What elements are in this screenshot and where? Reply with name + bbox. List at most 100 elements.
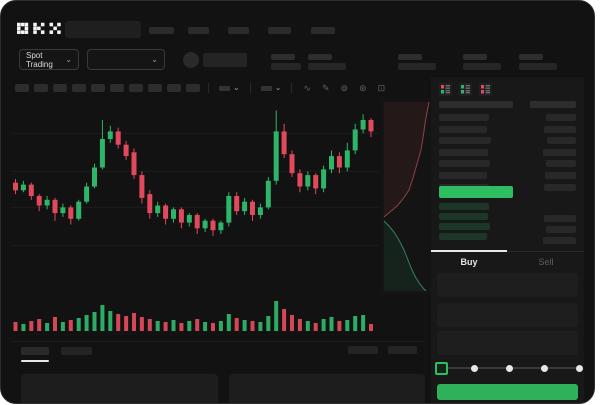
chart-type-dropdown[interactable]: ⌄ — [260, 83, 282, 92]
bid-amount-placeholder[interactable] — [544, 215, 576, 222]
bid-price-placeholder[interactable] — [439, 233, 487, 240]
volume-bars — [13, 301, 373, 331]
buy-tab-indicator — [431, 250, 507, 252]
dropdown-value-placeholder — [219, 85, 230, 91]
stat-group — [519, 54, 557, 70]
bottom-panel — [229, 374, 425, 403]
bottom-control-placeholder[interactable] — [348, 346, 378, 354]
orderbook-asks-icon — [481, 85, 490, 94]
ask-amount-placeholder[interactable] — [547, 137, 576, 145]
pair-selector-dropdown[interactable]: ⌄ — [87, 49, 165, 70]
ask-price-placeholder[interactable] — [439, 137, 491, 145]
nav-item-placeholder[interactable] — [149, 27, 174, 34]
toolbar-button-placeholder[interactable] — [186, 84, 200, 92]
stat-value-placeholder — [519, 63, 557, 70]
toolbar-button-placeholder[interactable] — [15, 84, 29, 92]
bottom-tab-indicator — [21, 360, 49, 362]
toolbar-button-placeholder[interactable] — [167, 84, 181, 92]
chevron-down-icon: ⌄ — [65, 54, 72, 64]
divider — [249, 83, 251, 93]
bid-price-placeholder[interactable] — [439, 213, 488, 220]
draw-tools-icon[interactable]: ✎ — [321, 82, 330, 93]
stat-group — [463, 54, 501, 70]
total-input[interactable] — [437, 331, 578, 355]
search-input[interactable] — [65, 21, 141, 38]
market-type-dropdown[interactable]: Spot Trading ⌄ — [19, 49, 79, 70]
bid-amount-placeholder[interactable] — [543, 237, 576, 244]
ask-amount-placeholder[interactable] — [546, 160, 576, 168]
interval-dropdown[interactable]: ⌄ — [219, 84, 240, 92]
ask-price-placeholder[interactable] — [439, 125, 487, 133]
stat-label-placeholder — [271, 54, 295, 60]
camera-icon[interactable]: ⊚ — [340, 82, 349, 93]
slider-handle-0[interactable] — [435, 362, 448, 375]
ask-amount-placeholder[interactable] — [546, 114, 576, 121]
price-input[interactable] — [437, 273, 578, 297]
ask-price-placeholder[interactable] — [439, 160, 490, 168]
dropdown-value-placeholder — [260, 85, 272, 91]
nav-item-placeholder[interactable] — [188, 27, 209, 34]
chart-toolbar: ⌄ ⌄ ∿ ✎ ⊚ ⊛ ⊡ — [15, 82, 388, 94]
settings-icon[interactable]: ⊛ — [359, 82, 367, 93]
tab-sell[interactable]: Sell — [538, 257, 554, 267]
divider — [431, 251, 584, 252]
ask-price-placeholder[interactable] — [439, 114, 489, 121]
orderbook-panel: Buy Sell — [431, 77, 584, 403]
toolbar-button-placeholder[interactable] — [91, 84, 105, 92]
bottom-tab[interactable] — [61, 347, 92, 355]
orderbook-bids-icon — [461, 85, 470, 94]
ask-price-placeholder[interactable] — [439, 148, 488, 156]
toolbar-button-placeholder[interactable] — [72, 84, 86, 92]
orderbook-combined-icon[interactable] — [439, 83, 452, 96]
orderbook-header-placeholder — [530, 101, 576, 108]
slider-handle-100[interactable] — [575, 365, 583, 372]
ask-amount-placeholder[interactable] — [545, 172, 576, 179]
slider-handle-75[interactable] — [540, 365, 548, 372]
ask-amount-placeholder[interactable] — [543, 148, 576, 156]
toolbar-button-placeholder[interactable] — [148, 84, 162, 92]
nav-item-placeholder[interactable] — [311, 27, 335, 34]
chevron-down-icon: ⌄ — [233, 83, 240, 92]
slider-handle-50[interactable] — [505, 365, 513, 372]
nav-item-placeholder[interactable] — [228, 27, 249, 34]
stat-label-placeholder — [463, 54, 487, 60]
nav-item-placeholder[interactable] — [268, 27, 291, 34]
amount-input[interactable] — [437, 303, 578, 327]
buy-button[interactable] — [437, 384, 578, 400]
orderbook-combined-icon — [441, 85, 450, 94]
orderbook-bids-icon[interactable] — [459, 83, 472, 96]
stat-value-placeholder — [271, 63, 301, 70]
bid-amount-placeholder[interactable] — [546, 226, 576, 233]
depth-chart — [381, 98, 431, 294]
stat-value-placeholder — [463, 63, 501, 70]
stat-value-placeholder — [308, 63, 346, 70]
ask-amount-placeholder[interactable] — [544, 183, 576, 191]
orderbook-asks-icon[interactable] — [479, 83, 492, 96]
ask-amount-placeholder[interactable] — [544, 125, 576, 133]
bid-price-placeholder[interactable] — [439, 203, 489, 210]
indicator-wave-icon[interactable]: ∿ — [303, 82, 311, 93]
slider-handle-25[interactable] — [470, 365, 478, 372]
okx-logo[interactable] — [17, 22, 61, 35]
bottom-panel — [21, 374, 218, 403]
bottom-tab-active[interactable] — [21, 347, 49, 355]
bid-price-placeholder[interactable] — [439, 223, 490, 230]
pair-name-placeholder — [203, 53, 247, 67]
tab-buy[interactable]: Buy — [460, 257, 478, 267]
stat-value-placeholder — [398, 63, 436, 70]
toolbar-button-placeholder[interactable] — [53, 84, 67, 92]
fullscreen-icon[interactable]: ⊡ — [377, 82, 386, 93]
bottom-control-placeholder[interactable] — [388, 346, 417, 354]
last-price-highlight — [439, 186, 513, 198]
stat-label-placeholder — [519, 54, 543, 60]
toolbar-button-placeholder[interactable] — [129, 84, 143, 92]
toolbar-button-placeholder[interactable] — [110, 84, 124, 92]
chevron-down-icon: ⌄ — [151, 54, 158, 64]
ask-price-placeholder[interactable] — [439, 172, 487, 179]
toolbar-button-placeholder[interactable] — [34, 84, 48, 92]
market-type-label: Spot Trading — [26, 50, 53, 69]
divider — [11, 341, 425, 342]
chevron-down-icon: ⌄ — [274, 83, 282, 92]
candlestick-chart[interactable] — [11, 101, 379, 291]
